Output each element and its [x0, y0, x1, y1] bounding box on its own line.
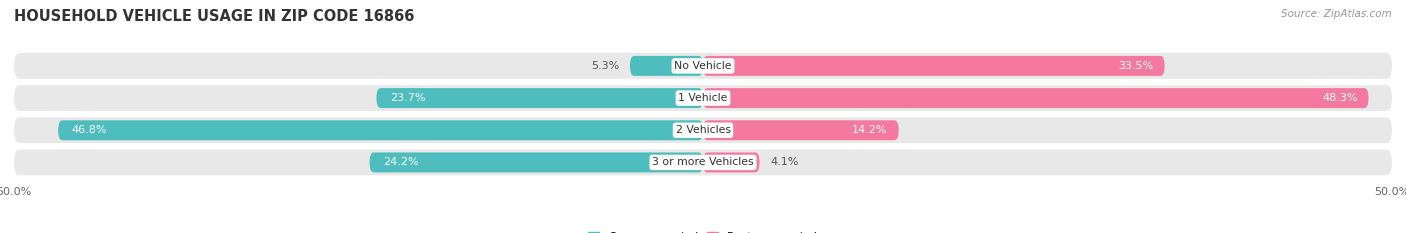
FancyBboxPatch shape — [703, 88, 1368, 108]
FancyBboxPatch shape — [630, 56, 703, 76]
Text: HOUSEHOLD VEHICLE USAGE IN ZIP CODE 16866: HOUSEHOLD VEHICLE USAGE IN ZIP CODE 1686… — [14, 9, 415, 24]
Text: 3 or more Vehicles: 3 or more Vehicles — [652, 158, 754, 168]
FancyBboxPatch shape — [14, 53, 1392, 79]
Text: Source: ZipAtlas.com: Source: ZipAtlas.com — [1281, 9, 1392, 19]
Text: 2 Vehicles: 2 Vehicles — [675, 125, 731, 135]
FancyBboxPatch shape — [703, 56, 1164, 76]
FancyBboxPatch shape — [14, 85, 1392, 111]
FancyBboxPatch shape — [370, 152, 703, 172]
Text: 46.8%: 46.8% — [72, 125, 107, 135]
Text: 23.7%: 23.7% — [391, 93, 426, 103]
FancyBboxPatch shape — [703, 152, 759, 172]
FancyBboxPatch shape — [703, 120, 898, 140]
Text: No Vehicle: No Vehicle — [675, 61, 731, 71]
Text: 14.2%: 14.2% — [852, 125, 887, 135]
FancyBboxPatch shape — [377, 88, 703, 108]
FancyBboxPatch shape — [14, 117, 1392, 143]
FancyBboxPatch shape — [14, 150, 1392, 175]
FancyBboxPatch shape — [58, 120, 703, 140]
Text: 1 Vehicle: 1 Vehicle — [678, 93, 728, 103]
Text: 24.2%: 24.2% — [384, 158, 419, 168]
Legend: Owner-occupied, Renter-occupied: Owner-occupied, Renter-occupied — [583, 227, 823, 233]
Text: 33.5%: 33.5% — [1118, 61, 1153, 71]
Text: 4.1%: 4.1% — [770, 158, 799, 168]
Text: 5.3%: 5.3% — [591, 61, 619, 71]
Text: 48.3%: 48.3% — [1322, 93, 1358, 103]
